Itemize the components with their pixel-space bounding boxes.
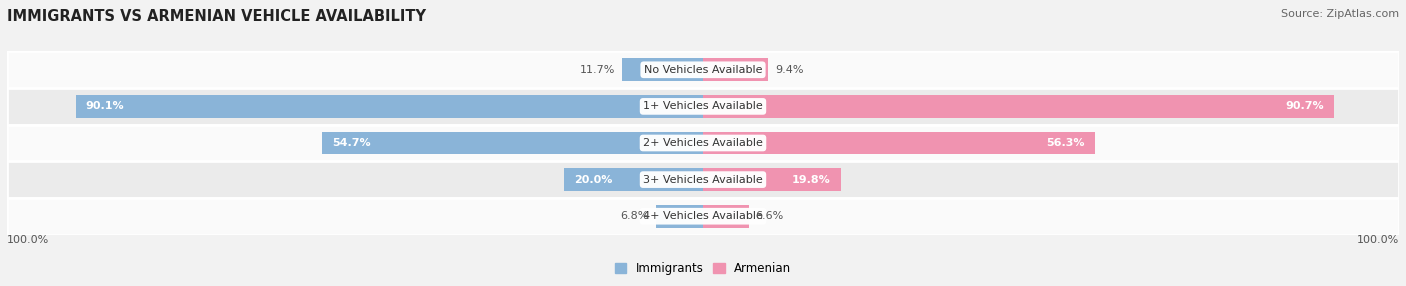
Bar: [7, 88, 1399, 125]
Text: 9.4%: 9.4%: [775, 65, 804, 75]
Text: 56.3%: 56.3%: [1046, 138, 1085, 148]
Bar: [703, 132, 1095, 154]
Text: 19.8%: 19.8%: [792, 175, 831, 184]
Text: 90.7%: 90.7%: [1285, 102, 1324, 111]
Bar: [703, 168, 841, 191]
Bar: [7, 161, 1399, 198]
Text: 54.7%: 54.7%: [332, 138, 371, 148]
Text: 3+ Vehicles Available: 3+ Vehicles Available: [643, 175, 763, 184]
Bar: [703, 95, 1334, 118]
Bar: [7, 198, 1399, 235]
Text: 20.0%: 20.0%: [574, 175, 612, 184]
Text: 6.6%: 6.6%: [755, 211, 783, 221]
Bar: [621, 58, 703, 81]
Legend: Immigrants, Armenian: Immigrants, Armenian: [610, 257, 796, 280]
Bar: [322, 132, 703, 154]
Bar: [7, 125, 1399, 161]
Bar: [7, 51, 1399, 88]
Text: 4+ Vehicles Available: 4+ Vehicles Available: [643, 211, 763, 221]
Text: 90.1%: 90.1%: [86, 102, 125, 111]
Text: IMMIGRANTS VS ARMENIAN VEHICLE AVAILABILITY: IMMIGRANTS VS ARMENIAN VEHICLE AVAILABIL…: [7, 9, 426, 23]
Bar: [564, 168, 703, 191]
Text: 11.7%: 11.7%: [579, 65, 614, 75]
Text: No Vehicles Available: No Vehicles Available: [644, 65, 762, 75]
Text: 100.0%: 100.0%: [7, 235, 49, 245]
Text: 100.0%: 100.0%: [1357, 235, 1399, 245]
Text: Source: ZipAtlas.com: Source: ZipAtlas.com: [1281, 9, 1399, 19]
Bar: [703, 58, 769, 81]
Bar: [703, 205, 749, 228]
Bar: [76, 95, 703, 118]
Bar: [655, 205, 703, 228]
Text: 1+ Vehicles Available: 1+ Vehicles Available: [643, 102, 763, 111]
Text: 6.8%: 6.8%: [620, 211, 650, 221]
Text: 2+ Vehicles Available: 2+ Vehicles Available: [643, 138, 763, 148]
